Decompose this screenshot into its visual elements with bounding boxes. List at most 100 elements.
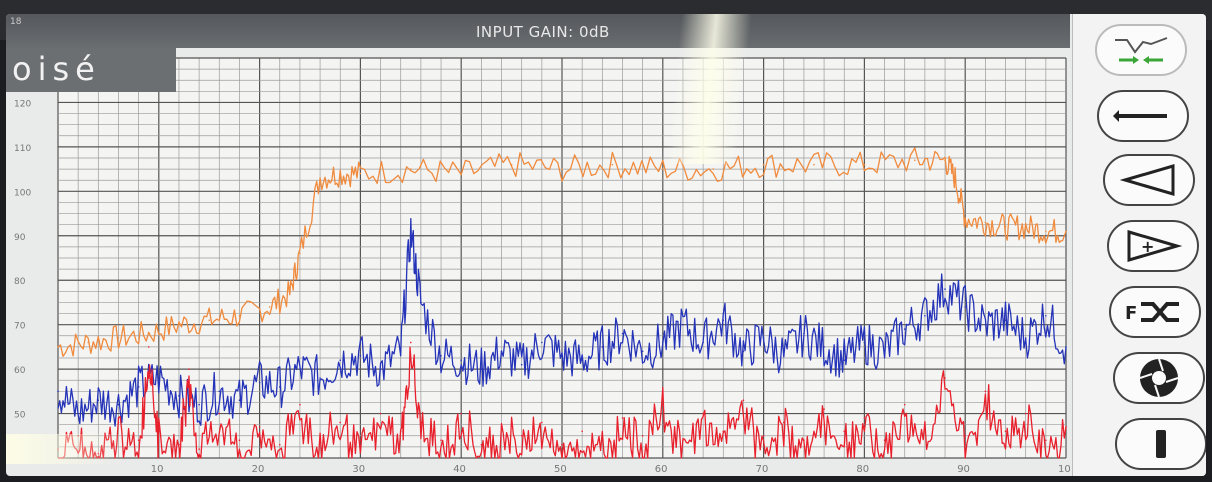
x-tick-label: 10 <box>151 464 164 475</box>
data-point <box>621 417 624 419</box>
data-point <box>268 306 271 308</box>
spectrum-zoom-button[interactable] <box>1095 24 1187 76</box>
data-point <box>299 368 301 370</box>
shuffle-button[interactable]: F <box>1109 286 1201 338</box>
data-point <box>944 159 946 162</box>
shuffle-f-label: F <box>1125 303 1137 324</box>
stop-bar-icon <box>1156 430 1166 458</box>
data-point <box>158 377 160 379</box>
data-point <box>561 443 563 446</box>
data-point <box>97 399 100 402</box>
data-point <box>903 328 906 330</box>
series-line-0 <box>57 147 1067 358</box>
data-point <box>641 434 644 437</box>
data-point <box>278 386 281 388</box>
triangle-plus-button[interactable]: + <box>1107 220 1199 272</box>
data-point <box>662 168 664 170</box>
top-status-bar: 18 INPUT GAIN: 0dB <box>6 14 1070 48</box>
data-point <box>299 252 301 255</box>
x-tick-label: 60 <box>655 464 668 475</box>
data-point <box>702 412 704 415</box>
x-tick-label: 80 <box>856 464 869 475</box>
plus-label: + <box>1141 237 1154 256</box>
data-point <box>682 323 684 326</box>
data-point <box>218 412 221 415</box>
data-point <box>147 332 150 335</box>
analyzer-screen: 18 INPUT GAIN: 0dB 50 60 70 80 90 100 110 120 10… <box>6 14 1206 476</box>
data-point <box>137 439 140 442</box>
data-point <box>581 430 583 433</box>
data-point <box>77 412 79 415</box>
data-point <box>662 403 664 406</box>
triangle-plus-icon: + <box>1127 230 1183 262</box>
data-point <box>702 341 704 344</box>
triangle-left-button[interactable] <box>1103 154 1195 206</box>
data-point <box>641 350 644 353</box>
logo-text: oisé <box>12 50 101 88</box>
data-point <box>410 168 412 170</box>
data-point <box>722 319 725 322</box>
data-point <box>258 426 261 428</box>
data-point <box>460 359 463 362</box>
data-point <box>57 346 59 348</box>
data-point <box>460 412 463 415</box>
data-point <box>813 163 815 166</box>
horizontal-line-icon <box>1113 110 1167 122</box>
data-point <box>722 430 725 433</box>
data-point <box>944 377 946 379</box>
horizontal-line-button[interactable] <box>1097 90 1189 142</box>
data-point <box>178 323 180 326</box>
data-point <box>480 443 483 446</box>
data-point <box>510 163 513 166</box>
data-point <box>1004 430 1007 433</box>
data-point <box>339 172 342 175</box>
data-point <box>379 368 382 370</box>
data-point <box>662 341 664 344</box>
data-point <box>1045 230 1047 233</box>
data-point <box>1045 314 1047 317</box>
data-point <box>520 434 523 437</box>
data-point <box>1065 426 1067 428</box>
aperture-button[interactable] <box>1113 352 1205 404</box>
data-point <box>682 439 684 442</box>
data-point <box>782 354 785 357</box>
screen-glare-corner <box>6 434 126 464</box>
data-point <box>319 434 321 437</box>
data-point <box>238 314 241 317</box>
data-point <box>823 408 825 410</box>
y-tick-label: 50 <box>14 411 26 421</box>
data-point <box>158 430 160 433</box>
data-point <box>299 403 301 406</box>
data-point <box>359 439 362 442</box>
data-point <box>742 350 745 353</box>
x-tick-label: 20 <box>252 464 265 475</box>
data-point <box>823 346 825 348</box>
spectrum-plot[interactable]: 50 60 70 80 90 100 110 120 10 20 30 40 50 60 70 80 90 100 <box>6 48 1077 476</box>
triangle-left-icon <box>1119 164 1175 196</box>
stop-button[interactable] <box>1115 418 1206 470</box>
data-point <box>541 341 543 344</box>
data-point <box>581 359 583 362</box>
data-point <box>238 439 241 442</box>
y-tick-label: 60 <box>14 366 26 376</box>
data-point <box>541 421 543 424</box>
data-point <box>238 399 241 402</box>
y-tick-label: 120 <box>14 99 31 109</box>
data-point <box>520 363 523 366</box>
data-point <box>460 172 463 175</box>
series-line-1 <box>57 217 1067 427</box>
data-point <box>278 443 281 446</box>
data-point <box>1024 337 1027 339</box>
data-point <box>1045 439 1047 442</box>
data-point <box>601 439 604 442</box>
data-point <box>843 430 846 433</box>
data-point <box>319 377 321 379</box>
data-point <box>863 163 866 166</box>
data-point <box>621 332 624 335</box>
series-line-2 <box>58 346 1067 459</box>
data-point <box>137 386 140 388</box>
data-point <box>601 346 604 348</box>
data-point <box>914 159 916 162</box>
data-point <box>440 439 442 442</box>
data-point <box>984 323 987 326</box>
